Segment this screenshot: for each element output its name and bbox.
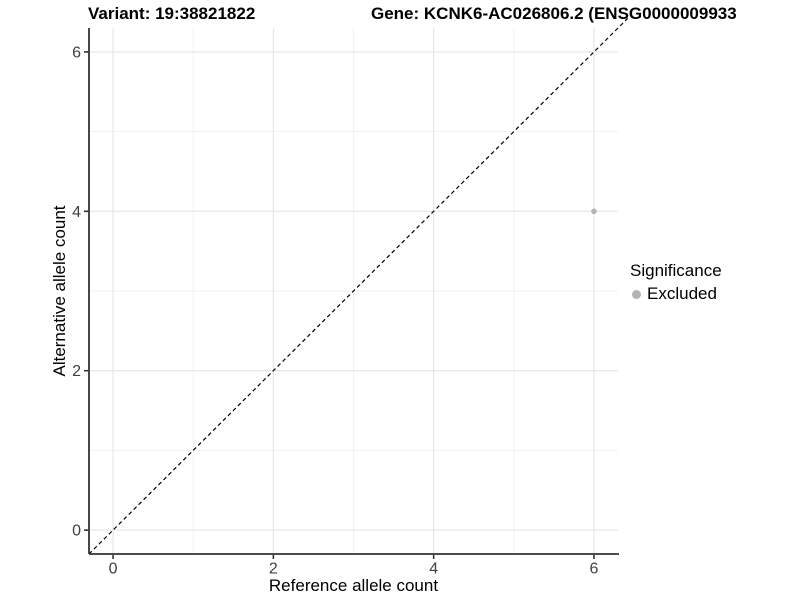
plot-title-variant: Variant: 19:38821822 <box>88 4 256 23</box>
x-axis-title: Reference allele count <box>268 576 439 595</box>
data-point <box>591 208 597 215</box>
x-tick-label: 2 <box>269 561 278 578</box>
y-tick-label: 6 <box>72 44 81 61</box>
y-tick-label: 2 <box>72 363 81 380</box>
identity-line <box>88 18 629 555</box>
y-tick-label: 0 <box>72 523 81 540</box>
y-axis-title: Alternative allele count <box>50 205 69 377</box>
x-tick-label: 0 <box>109 561 118 578</box>
y-tick-label: 4 <box>72 204 81 221</box>
legend-point-icon <box>632 289 641 299</box>
legend-title: Significance <box>630 261 722 280</box>
legend-item-excluded: Excluded <box>632 284 722 304</box>
plot-title-gene: Gene: KCNK6-AC026806.2 (ENSG0000009933 <box>371 4 737 23</box>
legend-item-label: Excluded <box>647 284 717 303</box>
legend: Significance Excluded <box>630 261 722 304</box>
x-tick-label: 4 <box>429 561 438 578</box>
x-tick-label: 6 <box>590 561 599 578</box>
